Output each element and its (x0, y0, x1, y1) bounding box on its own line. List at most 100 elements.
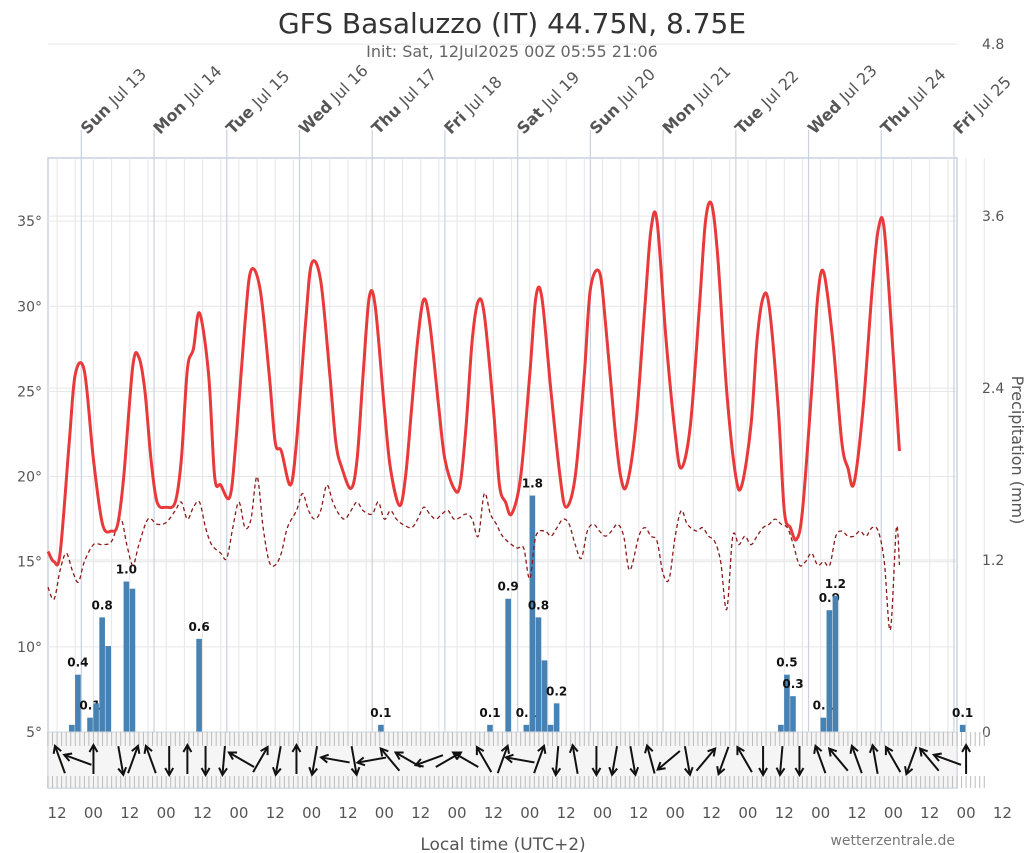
wind-arrow-icon (758, 746, 768, 778)
precip-bar-label: 0.3 (782, 677, 803, 691)
x-tick-label: 00 (84, 804, 103, 822)
precip-bar-label: 0.1 (479, 706, 500, 720)
y-tick-label-left: 10° (17, 640, 42, 656)
wind-arrow-icon (291, 742, 302, 774)
wind-arrow-icon (355, 756, 387, 767)
wind-arrow-icon (218, 745, 228, 777)
x-tick-label: 00 (666, 804, 685, 822)
precip-bar (778, 724, 784, 732)
day-label: Thu Jul 17 (368, 65, 441, 138)
wind-arrow-icon (451, 751, 479, 768)
wind-arrow-icon (503, 753, 535, 764)
day-label: Thu Jul 24 (877, 65, 950, 138)
x-tick-label: 00 (302, 804, 321, 822)
precip-bar (87, 717, 93, 732)
day-label-date: Jul 17 (395, 65, 441, 111)
wind-arrow-icon (252, 745, 269, 773)
wind-arrow-icon (931, 752, 962, 766)
y-tick-label-left: 5° (26, 725, 42, 741)
y-tick-label-right: 0 (982, 725, 991, 741)
x-tick-label: 12 (120, 804, 139, 822)
x-tick-label: 12 (557, 804, 576, 822)
day-label: Sun Jul 13 (77, 65, 150, 138)
day-label: Mon Jul 21 (658, 62, 734, 138)
wind-arrow-icon (62, 752, 92, 766)
x-tick-label: 12 (629, 804, 648, 822)
precip-bar-label: 0.2 (546, 684, 567, 698)
precip-bar (529, 495, 536, 732)
wind-arrow-icon (182, 742, 193, 774)
wind-arrow-icon (629, 746, 640, 777)
x-axis-label: Local time (UTC+2) (420, 835, 585, 853)
day-label-date: Jul 19 (537, 68, 583, 114)
y-tick-label-right: 1.2 (982, 553, 1004, 569)
wind-arrow-icon (813, 744, 827, 774)
wind-arrow-icon (794, 746, 805, 778)
day-label: Tue Jul 15 (222, 67, 293, 138)
wind-arrow-icon (683, 746, 694, 777)
wind-arrow-icon (849, 744, 863, 774)
precip-bar-label: 0.4 (67, 656, 88, 670)
day-label: Fri Jul 18 (440, 72, 505, 137)
x-tick-label: 12 (484, 804, 503, 822)
wind-arrow-icon (164, 746, 175, 778)
wind-arrow-icon (143, 744, 157, 774)
wind-arrow-icon (379, 746, 401, 772)
wind-arrow-icon (117, 746, 127, 777)
day-label-date: Jul 16 (326, 61, 372, 107)
precip-bar (487, 724, 493, 732)
x-tick-label: 12 (338, 804, 357, 822)
wind-arrow-icon (475, 745, 493, 773)
y-tick-label-left: 25° (17, 384, 42, 400)
day-label: Sat Jul 19 (513, 68, 583, 138)
wind-arrow-icon (904, 746, 918, 776)
wind-arrow-icon (272, 746, 282, 777)
precip-bar (523, 724, 530, 732)
day-label-date: Jul 18 (460, 72, 506, 118)
day-label: Wed Jul 23 (804, 61, 881, 138)
precip-bar-label: 0.8 (92, 598, 113, 612)
x-axis-ticks: 12 00 12 00 12 00 12 00 12 00 12 00 12 00 12 00 12 00 12 00… (48, 804, 1012, 822)
precip-bar (93, 703, 99, 732)
day-label: Tue Jul 22 (731, 67, 802, 138)
day-label-date: Jul 21 (689, 62, 735, 108)
wind-arrow-icon (496, 744, 510, 774)
dewpoint-line (47, 475, 901, 631)
precip-bar (535, 617, 542, 732)
wind-arrow-icon (656, 750, 681, 771)
wind-arrow-icon (608, 746, 619, 777)
precipitation-bars: 0.40.10.81.00.60.1 0.10.90.11.80.80.20.50… (67, 477, 973, 732)
x-tick-label: 00 (884, 804, 903, 822)
temperature-line (46, 200, 901, 567)
day-label: Mon Jul 14 (149, 62, 225, 138)
precip-bar (129, 588, 136, 732)
day-label-date: Jul 13 (104, 65, 150, 111)
wind-arrow-icon (736, 745, 753, 773)
precip-bar (378, 724, 384, 732)
precip-bar (790, 696, 796, 732)
right-axis-label: Precipitation (mm) (1008, 376, 1024, 525)
y-tick-label-left: 20° (17, 470, 42, 486)
x-tick-label: 12 (775, 804, 794, 822)
y-tick-label-right: 3.6 (982, 209, 1004, 225)
y-tick-label-left: 35° (17, 214, 42, 230)
x-tick-label: 12 (48, 804, 67, 822)
day-label-date: Jul 23 (835, 61, 881, 107)
y-axis-left: 5° 10° 15° 20° 25° 30° 35° (17, 214, 42, 741)
x-tick-label: 12 (193, 804, 212, 822)
wind-arrow-icon (52, 744, 66, 774)
x-tick-label: 12 (411, 804, 430, 822)
precip-bar-label: 0.5 (776, 656, 797, 670)
wind-arrow-icon (308, 746, 319, 777)
y-tick-label-left: 30° (17, 299, 42, 315)
precip-bar (69, 724, 75, 732)
precip-bar (505, 598, 511, 732)
wind-arrow-icon (350, 746, 361, 777)
day-label: Sun Jul 20 (586, 65, 659, 138)
x-tick-label: 00 (811, 804, 830, 822)
x-tick-label: 00 (738, 804, 757, 822)
x-tick-label: 00 (520, 804, 539, 822)
precip-bar-label: 0.9 (498, 580, 519, 594)
wind-arrow-icon (868, 743, 879, 774)
